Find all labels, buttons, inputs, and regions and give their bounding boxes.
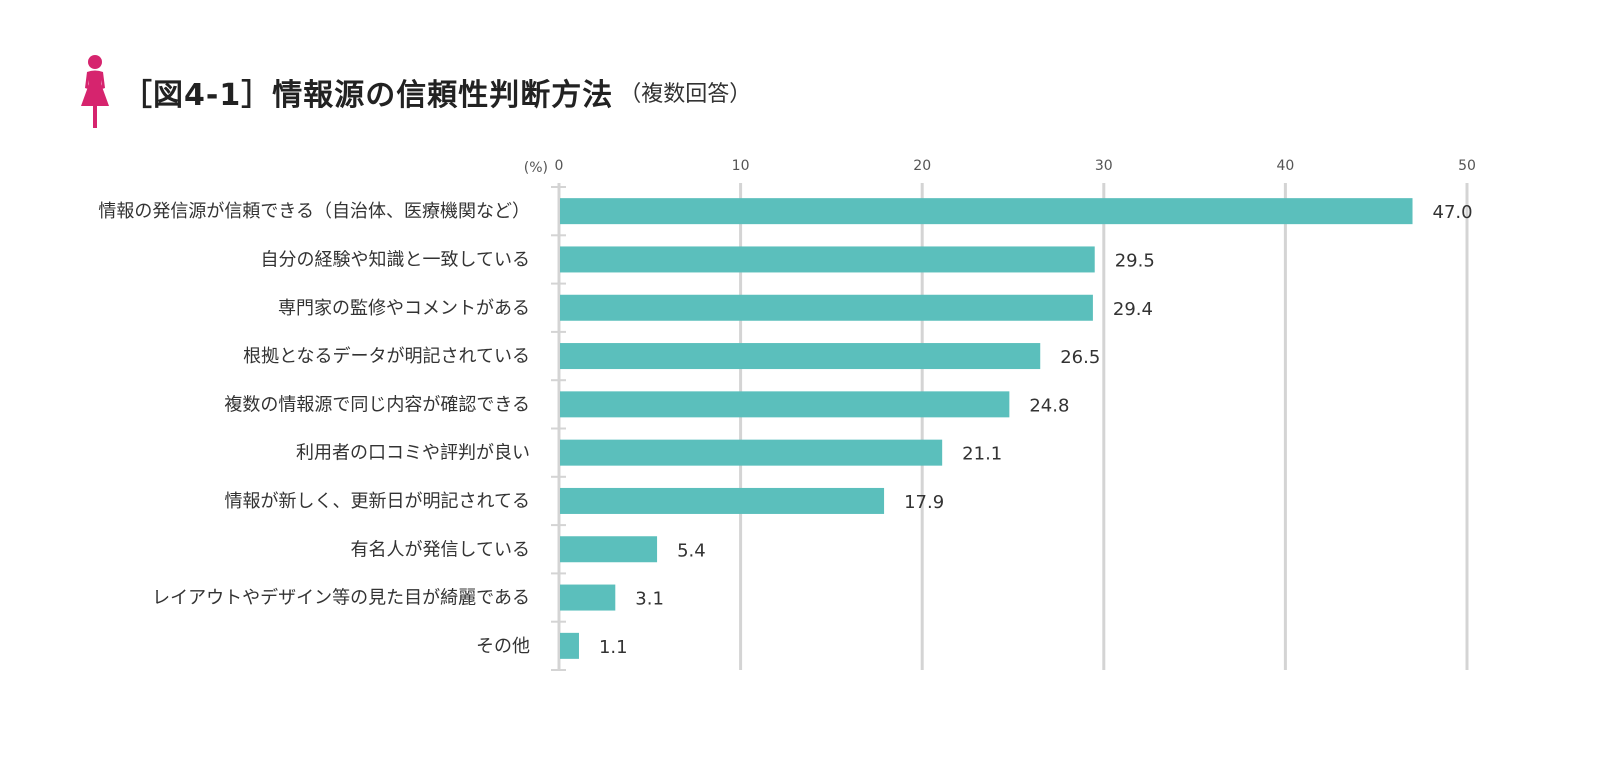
value-label-7: 17.9 xyxy=(904,492,944,513)
tick-label-30: 30 xyxy=(1095,158,1113,174)
bars xyxy=(560,198,1413,659)
tick-label-20: 20 xyxy=(913,158,931,174)
category-label-7: 情報が新しく、更新日が明記されてる xyxy=(225,491,530,512)
value-label-9: 3.1 xyxy=(635,589,664,610)
category-label-6: 利用者の口コミや評判が良い xyxy=(296,443,530,464)
value-label-10: 1.1 xyxy=(599,637,628,658)
tick-label-0: 0 xyxy=(555,158,564,174)
category-label-3: 専門家の監修やコメントがある xyxy=(278,298,530,319)
category-label-2: 自分の経験や知識と一致している xyxy=(261,249,530,270)
x-axis: 0 10 20 30 40 50 xyxy=(551,158,1476,671)
tick-label-40: 40 xyxy=(1276,158,1294,174)
bar-1 xyxy=(560,198,1413,225)
category-label-9: レイアウトやデザイン等の見た目が綺麗である xyxy=(152,588,530,609)
unit-label: (%) xyxy=(524,160,548,176)
value-label-8: 5.4 xyxy=(677,540,706,561)
chart-subtitle: （複数回答） xyxy=(619,82,752,107)
chart-title: ［図4-1］情報源の信頼性判断方法 xyxy=(122,78,614,113)
bar-3 xyxy=(560,294,1093,321)
category-label-8: 有名人が発信している xyxy=(351,539,530,560)
category-label-4: 根拠となるデータが明記されている xyxy=(243,346,530,367)
category-label-10: その他 xyxy=(476,636,530,657)
bar-7 xyxy=(560,487,885,514)
bar-5 xyxy=(560,391,1010,418)
tick-label-10: 10 xyxy=(732,158,750,174)
bar-8 xyxy=(560,536,658,563)
bar-6 xyxy=(560,439,943,466)
chart-title-block: ［図4-1］情報源の信頼性判断方法 （複数回答） xyxy=(78,54,751,130)
grid-lines xyxy=(557,183,1469,670)
category-labels: 情報の発信源が信頼できる（自治体、医療機関など） 自分の経験や知識と一致している専… xyxy=(98,201,530,657)
bar-9 xyxy=(560,584,616,611)
value-label-4: 26.5 xyxy=(1060,347,1100,368)
category-label-5: 複数の情報源で同じ内容が確認できる xyxy=(224,394,530,415)
category-label-1: 情報の発信源が信頼できる（自治体、医療機関など） xyxy=(98,201,530,222)
value-labels: 47.0 29.5 29.4 26.5 24.8 21.1 17.9 5.4 3.1 1.1 xyxy=(599,202,1473,658)
bar-4 xyxy=(560,343,1041,370)
value-label-6: 21.1 xyxy=(962,444,1002,465)
value-label-5: 24.8 xyxy=(1029,395,1069,416)
value-label-2: 29.5 xyxy=(1115,250,1155,271)
bar-2 xyxy=(560,246,1095,273)
bar-10 xyxy=(560,632,579,659)
woman-icon xyxy=(81,55,109,128)
value-label-3: 29.4 xyxy=(1113,299,1153,320)
tick-label-50: 50 xyxy=(1458,158,1476,174)
value-label-1: 47.0 xyxy=(1433,202,1473,223)
